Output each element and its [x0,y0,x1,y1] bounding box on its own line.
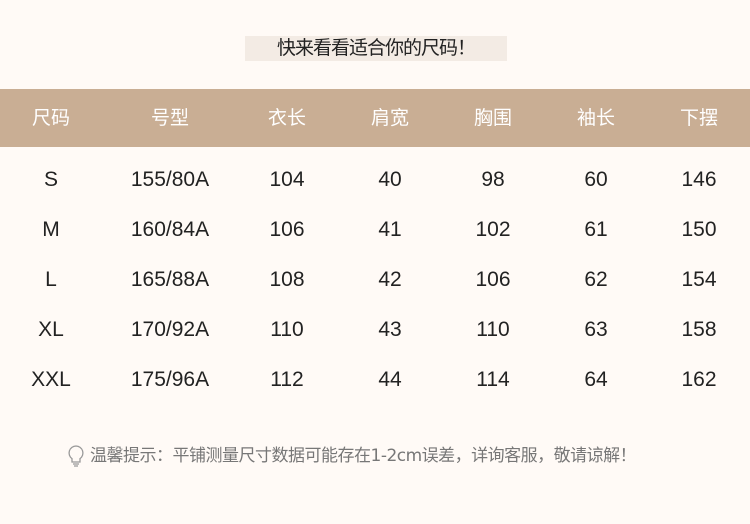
cell-size: XL [38,318,64,341]
header-chest: 胸围 [473,107,512,129]
cell-length: 108 [269,268,305,291]
header-sleeve: 袖长 [576,107,615,129]
cell-sleeve: 62 [584,268,608,291]
cell-chest: 106 [475,268,511,291]
cell-chest: 110 [476,318,510,341]
table-row: XXL 175/96A 112 44 114 64 162 [0,365,750,395]
cell-chest: 114 [476,368,510,391]
page-title: 快来看看适合你的尺码！ [245,36,507,61]
cell-hem: 154 [681,268,717,291]
cell-size: XXL [31,368,71,391]
cell-length: 110 [270,318,304,341]
table-row: XL 170/92A 110 43 110 63 158 [0,315,750,345]
header-body-type: 号型 [150,107,189,129]
cell-shoulder: 44 [378,368,402,391]
cell-shoulder: 42 [378,268,402,291]
cell-body-type: 175/96A [130,368,210,391]
cell-sleeve: 64 [584,368,608,391]
cell-shoulder: 41 [378,218,402,241]
table-header: 尺码 号型 衣长 肩宽 胸围 袖长 下摆 [0,89,750,147]
measurement-note: 温馨提示：平铺测量尺寸数据可能存在1-2cm误差，详询客服，敬请谅解！ [66,443,637,469]
cell-body-type: 160/84A [130,218,210,241]
header-shoulder: 肩宽 [370,107,409,129]
cell-sleeve: 63 [584,318,608,341]
cell-body-type: 170/92A [130,318,210,341]
lightbulb-icon [66,444,86,468]
table-row: M 160/84A 106 41 102 61 150 [0,215,750,245]
cell-chest: 98 [481,168,505,191]
cell-sleeve: 60 [584,168,608,191]
cell-length: 112 [270,368,304,391]
table-row: L 165/88A 108 42 106 62 154 [0,265,750,295]
cell-shoulder: 40 [378,168,402,191]
table-row: S 155/80A 104 40 98 60 146 [0,165,750,195]
header-hem: 下摆 [679,107,718,129]
cell-length: 106 [269,218,305,241]
cell-body-type: 165/88A [130,268,210,291]
cell-length: 104 [269,168,305,191]
cell-sleeve: 61 [584,218,608,241]
cell-hem: 150 [681,218,717,241]
cell-size: S [43,168,58,191]
cell-hem: 158 [681,318,717,341]
cell-size: L [45,268,57,291]
cell-hem: 146 [681,168,717,191]
note-text: 温馨提示：平铺测量尺寸数据可能存在1-2cm误差，详询客服，敬请谅解！ [90,446,637,466]
cell-chest: 102 [475,218,511,241]
cell-shoulder: 43 [378,318,402,341]
header-length: 衣长 [267,107,306,129]
cell-size: M [42,218,60,241]
cell-hem: 162 [681,368,717,391]
header-size: 尺码 [31,107,70,129]
cell-body-type: 155/80A [130,168,210,191]
